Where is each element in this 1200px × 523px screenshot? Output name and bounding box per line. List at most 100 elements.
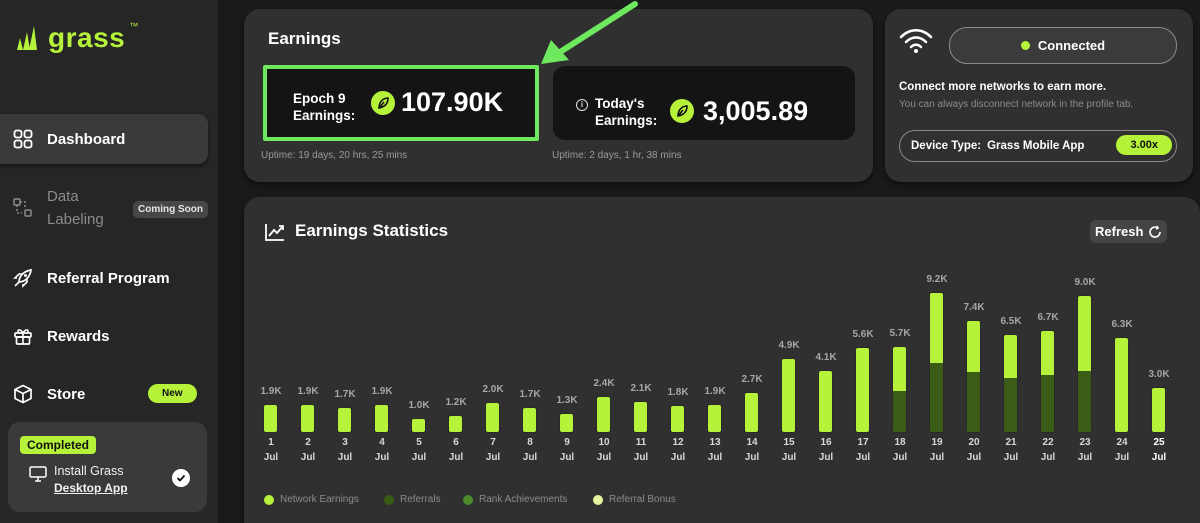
bar-value-label: 1.0K <box>408 400 430 411</box>
bar-value-label: 4.9K <box>778 340 800 351</box>
chart-bar[interactable] <box>596 396 611 433</box>
device-type-label: Device Type: <box>911 140 982 152</box>
legend-item: Referrals <box>384 494 441 505</box>
bar-value-label: 2.4K <box>593 378 615 389</box>
bar-value-label: 6.7K <box>1037 312 1059 323</box>
grass-logo-icon <box>17 26 37 50</box>
x-axis-tick-label: 1 Jul <box>263 437 279 463</box>
today-earnings-card: i Today's Earnings: 3,005.89 <box>553 66 855 140</box>
device-type-row: Device Type: Grass Mobile App 3.00x <box>899 130 1177 162</box>
chart-bar[interactable] <box>1114 337 1129 433</box>
x-axis-tick-label: 15 Jul <box>781 437 797 463</box>
chart-bar[interactable] <box>522 407 537 433</box>
sidebar-item-label: Store <box>47 385 86 403</box>
chart-bar[interactable] <box>411 418 426 433</box>
chart-bar[interactable] <box>374 404 389 433</box>
legend-label: Rank Achievements <box>479 494 568 505</box>
legend-item: Rank Achievements <box>463 494 567 505</box>
sidebar-item-dashboard[interactable]: Dashboard <box>0 114 208 164</box>
chart-bar[interactable] <box>781 358 796 433</box>
x-axis-tick-label: 12 Jul <box>670 437 686 463</box>
legend-swatch <box>264 494 274 505</box>
chart-bar[interactable] <box>707 404 722 433</box>
sidebar-item-label: Dashboard <box>47 130 126 148</box>
chart-bar[interactable] <box>485 402 500 433</box>
chart-bar[interactable] <box>448 415 463 433</box>
chart-bar-referrals-segment <box>1078 371 1091 432</box>
x-axis-tick-label: 13 Jul <box>707 437 723 463</box>
earnings-statistics-panel: Earnings Statistics Refresh 1.9K 1 Jul 1.9K… <box>244 197 1200 523</box>
earnings-panel: Earnings Epoch 9 Earnings: 107.90K Uptim… <box>244 9 873 182</box>
legend-swatch <box>593 494 603 505</box>
chart-bar[interactable] <box>892 346 907 433</box>
grass-logo[interactable]: grass ™ <box>14 21 142 54</box>
chart-bar[interactable] <box>1077 295 1092 433</box>
bar-value-label: 6.5K <box>1000 316 1022 327</box>
today-uptime: Uptime: 2 days, 1 hr, 38 mins <box>552 150 682 161</box>
bar-value-label: 9.0K <box>1074 277 1096 288</box>
x-axis-tick-label: 16 Jul <box>818 437 834 463</box>
x-axis-tick-label: 8 Jul <box>522 437 538 463</box>
box-icon <box>14 384 32 404</box>
legend-swatch <box>463 494 473 505</box>
x-axis-tick-label: 17 Jul <box>855 437 871 463</box>
chart-bar[interactable] <box>966 320 981 433</box>
sidebar-item-label: Referral Program <box>47 269 170 287</box>
bar-value-label: 1.9K <box>260 386 282 397</box>
connection-status-button[interactable]: Connected <box>949 27 1177 64</box>
chart-bar[interactable] <box>263 404 278 433</box>
x-axis-tick-label: 18 Jul <box>892 437 908 463</box>
network-panel: Connected Connect more networks to earn … <box>885 9 1193 182</box>
x-axis-tick-label: 4 Jul <box>374 437 390 463</box>
chart-bar[interactable] <box>559 413 574 433</box>
check-icon <box>172 469 190 487</box>
rocket-icon <box>13 268 33 288</box>
chart-bar[interactable] <box>670 405 685 433</box>
sidebar-item-referral-program[interactable]: Referral Program <box>0 268 208 288</box>
today-label-line2: Earnings: <box>595 113 658 128</box>
bar-value-label: 7.4K <box>963 302 985 313</box>
bar-value-label: 1.7K <box>334 389 356 400</box>
x-axis-tick-label: 14 Jul <box>744 437 760 463</box>
x-axis-tick-label: 25 Jul <box>1151 437 1167 463</box>
grid-icon <box>13 129 33 149</box>
chart-bar[interactable] <box>1003 334 1018 433</box>
bar-value-label: 1.8K <box>667 387 689 398</box>
x-axis-tick-label: 23 Jul <box>1077 437 1093 463</box>
x-axis-tick-label: 2 Jul <box>300 437 316 463</box>
bar-value-label: 1.7K <box>519 389 541 400</box>
bar-value-label: 5.6K <box>852 329 874 340</box>
chart-bar[interactable] <box>300 404 315 433</box>
info-icon[interactable]: i <box>576 99 588 111</box>
x-axis-tick-label: 22 Jul <box>1040 437 1056 463</box>
chart-bar-referrals-segment <box>1041 375 1054 432</box>
sidebar-item-label: Data Labeling <box>47 188 104 228</box>
sidebar-item-store[interactable]: Store <box>0 384 208 404</box>
chart-bar[interactable] <box>744 392 759 433</box>
chart-bar[interactable] <box>633 401 648 433</box>
desktop-app-link[interactable]: Desktop App <box>54 481 128 495</box>
refresh-label: Refresh <box>1095 224 1144 239</box>
sidebar-item-rewards[interactable]: Rewards <box>0 326 208 346</box>
statistics-title: Earnings Statistics <box>295 221 449 240</box>
x-axis-tick-label: 3 Jul <box>337 437 353 463</box>
epoch-uptime: Uptime: 19 days, 20 hrs, 25 mins <box>261 150 408 161</box>
x-axis-tick-label: 24 Jul <box>1114 437 1130 463</box>
x-axis-tick-label: 19 Jul <box>929 437 945 463</box>
chart-bar[interactable] <box>337 407 352 433</box>
x-axis-tick-label: 9 Jul <box>559 437 575 463</box>
chart-bar[interactable] <box>855 347 870 433</box>
new-badge: New <box>148 384 197 403</box>
refresh-button[interactable]: Refresh <box>1090 220 1168 243</box>
sidebar-item-data-labeling[interactable]: Data Labeling <box>0 185 208 231</box>
x-axis-tick-label: 21 Jul <box>1003 437 1019 463</box>
chart-bar-referrals-segment <box>893 391 906 432</box>
chart-bar[interactable] <box>818 370 833 433</box>
network-title: Connect more networks to earn more. <box>899 81 1107 93</box>
chart-bar[interactable] <box>1151 387 1166 433</box>
bar-value-label: 2.0K <box>482 384 504 395</box>
chart-bar[interactable] <box>1040 330 1055 433</box>
device-type-value: Grass Mobile App <box>987 140 1085 152</box>
status-dot <box>1020 41 1030 50</box>
chart-bar[interactable] <box>929 292 944 433</box>
